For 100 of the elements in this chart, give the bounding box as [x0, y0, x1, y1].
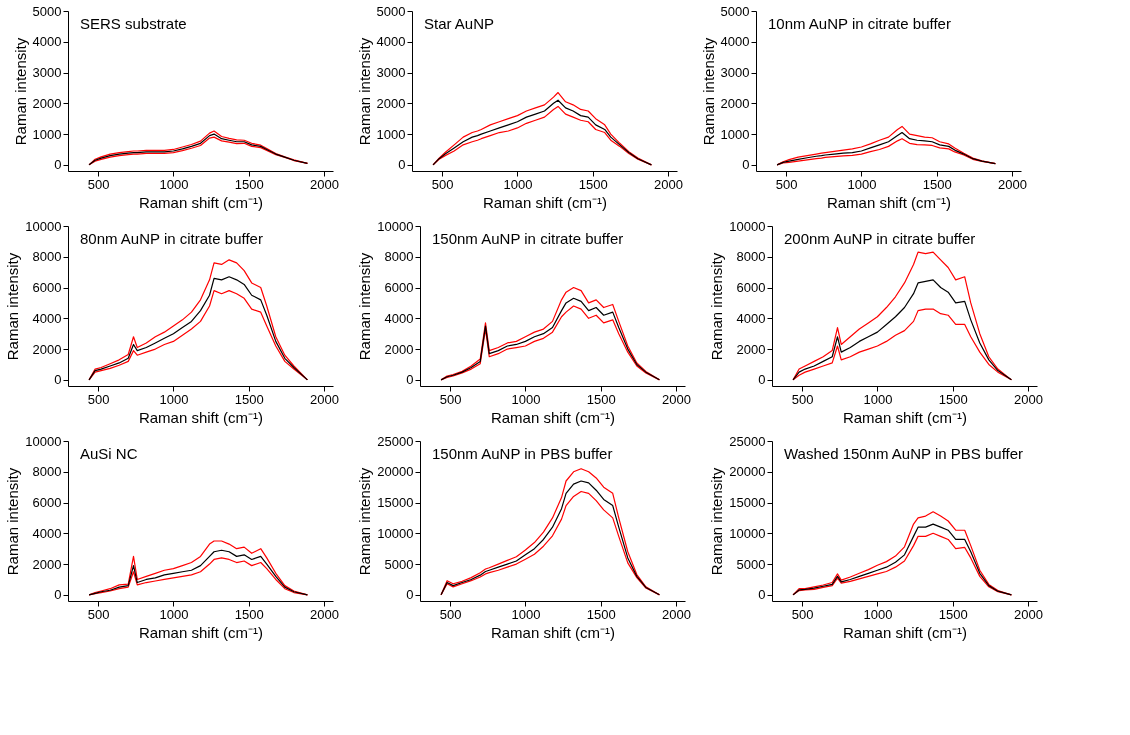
y-axis-title: Raman intensity	[356, 252, 374, 361]
y-tick-label: 25000	[377, 433, 414, 449]
y-tick-label: 0	[758, 587, 766, 603]
y-tick-label: 3000	[32, 65, 62, 81]
x-tick-label: 1000	[159, 391, 189, 407]
y-tick-label: 8000	[32, 249, 62, 265]
y-tick-label: 2000	[32, 95, 62, 111]
y-tick-label: 10000	[377, 218, 414, 234]
y-tick-label: 5000	[32, 3, 62, 19]
chart-title: 150nm AuNP in citrate buffer	[432, 230, 624, 247]
y-tick-label: 4000	[720, 34, 750, 50]
x-tick-label: 1000	[863, 391, 893, 407]
y-tick-label: 0	[398, 157, 406, 173]
y-tick-label: 0	[406, 372, 414, 388]
x-tick-label: 1000	[503, 176, 533, 192]
y-tick-label: 0	[54, 157, 62, 173]
x-tick-label: 500	[439, 606, 462, 622]
y-tick-label: 6000	[736, 280, 766, 296]
x-tick-label: 500	[87, 606, 110, 622]
x-tick-label: 2000	[310, 176, 339, 192]
y-axis-title: Raman intensity	[708, 467, 726, 576]
y-tick-label: 10000	[377, 525, 414, 541]
y-tick-label: 10000	[25, 433, 62, 449]
x-tick-label: 2000	[310, 606, 339, 622]
y-tick-label: 2000	[32, 556, 62, 572]
y-axis-title: Raman intensity	[355, 37, 373, 146]
x-tick-label: 1000	[511, 606, 541, 622]
y-tick-label: 25000	[729, 433, 766, 449]
y-tick-label: 2000	[720, 95, 750, 111]
x-tick-label: 1500	[938, 606, 968, 622]
chart-title: Washed 150nm AuNP in PBS buffer	[784, 445, 1024, 462]
y-tick-label: 5000	[736, 556, 766, 572]
x-axis-title: Raman shift (cm⁻¹)	[138, 623, 264, 641]
y-axis-title: Raman intensity	[708, 252, 726, 361]
chart-title: 150nm AuNP in PBS buffer	[432, 445, 613, 462]
y-tick-label: 15000	[729, 495, 766, 511]
y-tick-label: 4000	[384, 310, 414, 326]
x-tick-label: 500	[431, 176, 454, 192]
y-tick-label: 5000	[376, 3, 406, 19]
x-tick-label: 1000	[863, 606, 893, 622]
x-tick-label: 500	[439, 391, 462, 407]
y-axis-title: Raman intensity	[699, 37, 717, 146]
chart-title: 200nm AuNP in citrate buffer	[784, 230, 976, 247]
y-tick-label: 8000	[384, 249, 414, 265]
y-tick-label: 20000	[377, 464, 414, 480]
y-tick-label: 5000	[384, 556, 414, 572]
x-tick-label: 2000	[654, 176, 683, 192]
y-tick-label: 4000	[736, 310, 766, 326]
y-tick-label: 8000	[736, 249, 766, 265]
x-tick-label: 2000	[1014, 606, 1043, 622]
y-tick-label: 6000	[384, 280, 414, 296]
y-tick-label: 3000	[720, 65, 750, 81]
x-tick-label: 2000	[1014, 391, 1043, 407]
x-tick-label: 1000	[159, 176, 189, 192]
y-tick-label: 0	[758, 372, 766, 388]
y-tick-label: 0	[742, 157, 750, 173]
x-tick-label: 1500	[578, 176, 608, 192]
x-tick-label: 1000	[159, 606, 189, 622]
y-tick-label: 1000	[720, 126, 750, 142]
x-tick-label: 2000	[310, 391, 339, 407]
y-tick-label: 5000	[720, 3, 750, 19]
y-axis-title: Raman intensity	[4, 467, 22, 576]
y-tick-label: 8000	[32, 464, 62, 480]
x-axis-title: Raman shift (cm⁻¹)	[138, 408, 264, 426]
y-tick-label: 4000	[32, 34, 62, 50]
x-tick-label: 1500	[234, 176, 264, 192]
y-tick-label: 10000	[729, 525, 766, 541]
y-tick-label: 0	[54, 587, 62, 603]
y-tick-label: 2000	[32, 341, 62, 357]
x-tick-label: 1500	[234, 606, 264, 622]
x-tick-label: 2000	[662, 606, 691, 622]
x-tick-label: 500	[791, 606, 814, 622]
x-tick-label: 1500	[586, 606, 616, 622]
x-tick-label: 1500	[586, 391, 616, 407]
x-axis-title: Raman shift (cm⁻¹)	[826, 193, 952, 211]
x-tick-label: 1000	[847, 176, 877, 192]
y-tick-label: 10000	[25, 218, 62, 234]
chart-title: 80nm AuNP in citrate buffer	[80, 230, 263, 247]
chart-title: SERS substrate	[80, 15, 187, 32]
x-tick-label: 1500	[938, 391, 968, 407]
y-tick-label: 15000	[377, 495, 414, 511]
x-tick-label: 500	[775, 176, 798, 192]
y-tick-label: 1000	[376, 126, 406, 142]
y-tick-label: 4000	[376, 34, 406, 50]
x-tick-label: 500	[87, 391, 110, 407]
x-tick-label: 1500	[234, 391, 264, 407]
chart-title: 10nm AuNP in citrate buffer	[768, 15, 951, 32]
y-tick-label: 4000	[32, 310, 62, 326]
x-axis-title: Raman shift (cm⁻¹)	[842, 408, 968, 426]
chart-title: Star AuNP	[424, 15, 495, 32]
x-axis-title: Raman shift (cm⁻¹)	[138, 193, 264, 211]
y-tick-label: 0	[406, 587, 414, 603]
x-axis-title: Raman shift (cm⁻¹)	[490, 623, 616, 641]
y-tick-label: 1000	[32, 126, 62, 142]
y-axis-title: Raman intensity	[11, 37, 29, 146]
y-tick-label: 6000	[32, 495, 62, 511]
x-tick-label: 500	[791, 391, 814, 407]
x-tick-label: 1000	[511, 391, 541, 407]
y-tick-label: 10000	[729, 218, 766, 234]
y-tick-label: 2000	[384, 341, 414, 357]
